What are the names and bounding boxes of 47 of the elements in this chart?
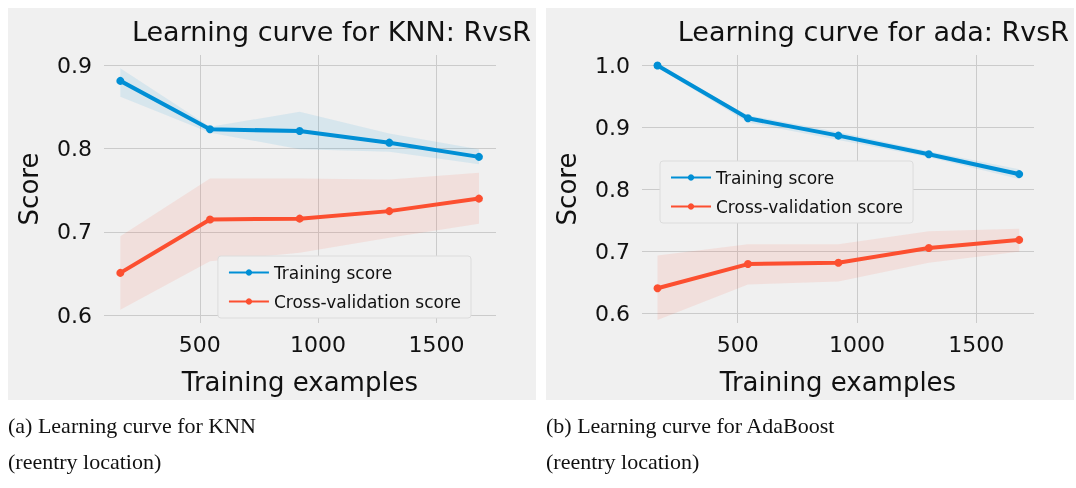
x-tick-label: 500 — [178, 331, 221, 357]
text: (b) Learning curve for AdaBoost (reentry location) — [546, 412, 836, 476]
point — [205, 215, 214, 224]
text: (a) Learning curve for KNN (reentry location) — [8, 412, 257, 476]
point — [474, 152, 483, 161]
point — [385, 207, 394, 216]
point — [924, 150, 933, 159]
chart-title: Learning curve for KNN: RvsR — [131, 16, 531, 47]
y-tick-label: 0.6 — [57, 302, 92, 328]
x-tick-label: 1500 — [948, 331, 1005, 357]
point — [1015, 235, 1024, 244]
legend-label: Training score — [272, 262, 393, 283]
y-tick-label: 0.6 — [595, 301, 630, 327]
point — [116, 268, 125, 277]
y-tick-label: 0.8 — [595, 177, 630, 203]
point — [653, 61, 662, 70]
x-axis-title: Training examples — [718, 367, 957, 397]
x-axis-title: Training examples — [180, 367, 419, 397]
point — [295, 214, 304, 223]
point — [743, 260, 752, 269]
y-tick-label: 0.9 — [57, 52, 92, 78]
point — [116, 76, 125, 85]
x-tick-label: 1000 — [828, 331, 885, 357]
point — [1015, 170, 1024, 179]
y-tick-label: 0.7 — [595, 239, 630, 265]
point — [924, 243, 933, 252]
chart-title: Learning curve for ada: RvsR — [677, 16, 1069, 47]
x-tick-label: 1500 — [408, 331, 465, 357]
x-tick-label: 1000 — [290, 331, 347, 357]
x-tick-label: 500 — [716, 331, 759, 357]
point — [743, 114, 752, 123]
legend-label: Training score — [715, 167, 835, 188]
point — [653, 284, 662, 293]
y-tick-label: 0.7 — [57, 219, 92, 245]
point — [385, 138, 394, 147]
point — [834, 258, 843, 267]
y-tick-label: 1.0 — [595, 53, 630, 79]
y-axis-title: Score — [552, 152, 582, 226]
point — [474, 194, 483, 203]
legend-label: Cross-validation score — [273, 291, 461, 312]
point — [834, 131, 843, 140]
y-tick-label: 0.9 — [595, 115, 630, 141]
legend-label: Cross-validation score — [716, 196, 904, 217]
y-tick-label: 0.8 — [57, 136, 92, 162]
point — [295, 126, 304, 135]
point — [205, 125, 214, 134]
y-axis-title: Score — [14, 152, 44, 226]
